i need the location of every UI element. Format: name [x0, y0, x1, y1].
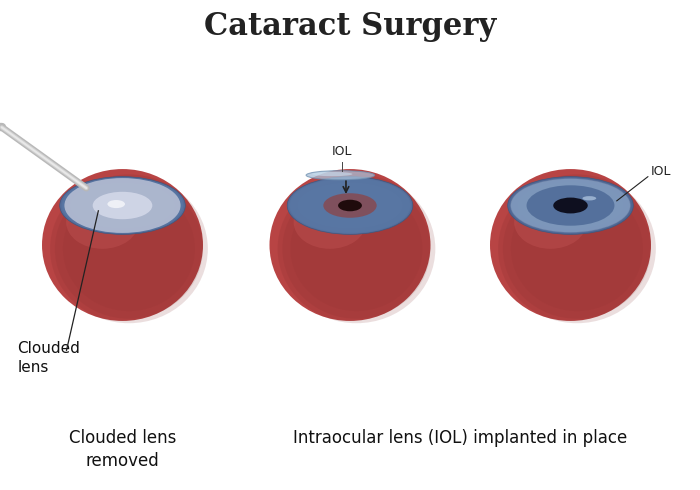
Ellipse shape: [92, 192, 153, 219]
Ellipse shape: [518, 183, 623, 228]
Ellipse shape: [511, 187, 643, 311]
Ellipse shape: [312, 172, 352, 176]
Ellipse shape: [323, 193, 377, 218]
Ellipse shape: [526, 185, 615, 226]
Ellipse shape: [60, 177, 186, 234]
Ellipse shape: [50, 174, 208, 323]
Ellipse shape: [70, 183, 175, 228]
Ellipse shape: [294, 196, 366, 249]
Ellipse shape: [62, 178, 183, 233]
Ellipse shape: [64, 178, 181, 233]
Ellipse shape: [511, 179, 630, 232]
Ellipse shape: [63, 187, 195, 311]
Text: Clouded lens
removed: Clouded lens removed: [69, 429, 176, 470]
Ellipse shape: [290, 187, 423, 311]
Ellipse shape: [298, 183, 402, 228]
Ellipse shape: [508, 177, 634, 234]
Ellipse shape: [514, 196, 587, 249]
Ellipse shape: [553, 197, 588, 214]
Ellipse shape: [42, 169, 203, 321]
Ellipse shape: [107, 200, 125, 208]
Ellipse shape: [287, 177, 413, 234]
Text: IOL: IOL: [651, 165, 671, 178]
Ellipse shape: [503, 179, 651, 318]
Ellipse shape: [510, 178, 631, 233]
Ellipse shape: [277, 174, 435, 323]
Ellipse shape: [582, 196, 596, 200]
Ellipse shape: [306, 171, 374, 180]
Text: Intraocular lens (IOL) implanted in place: Intraocular lens (IOL) implanted in plac…: [293, 429, 627, 447]
Ellipse shape: [490, 169, 651, 321]
Ellipse shape: [282, 179, 430, 318]
Text: Cataract Surgery: Cataract Surgery: [204, 11, 496, 43]
Ellipse shape: [338, 200, 362, 211]
Ellipse shape: [290, 178, 410, 233]
Ellipse shape: [55, 179, 203, 318]
Ellipse shape: [270, 169, 430, 321]
Text: Clouded
lens: Clouded lens: [18, 341, 80, 374]
Text: IOL: IOL: [332, 146, 352, 158]
Ellipse shape: [498, 174, 656, 323]
Ellipse shape: [66, 196, 139, 249]
